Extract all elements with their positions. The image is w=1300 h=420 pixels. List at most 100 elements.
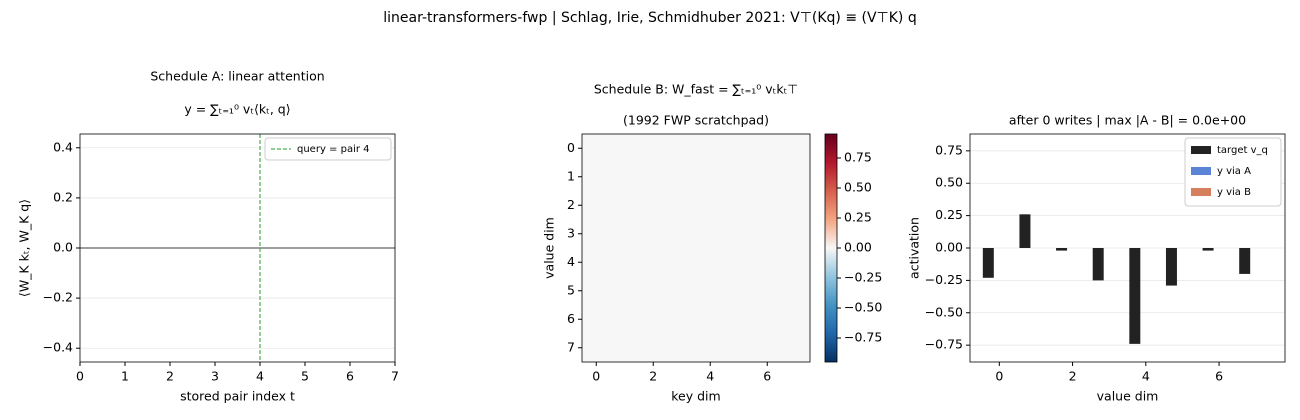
bar xyxy=(1092,248,1104,281)
heatmap-cell xyxy=(610,248,639,277)
y-tick-label: −0.50 xyxy=(925,304,963,319)
heatmap-cell xyxy=(781,219,810,248)
figure-title: linear-transformers-fwp | Schlag, Irie, … xyxy=(383,10,916,26)
x-axis-label: stored pair index t xyxy=(180,389,295,404)
heatmap-cell xyxy=(582,333,611,362)
heatmap-cell xyxy=(639,276,668,305)
x-axis-label: value dim xyxy=(1097,389,1159,404)
heatmap-cell xyxy=(724,219,753,248)
heatmap-cell xyxy=(667,219,696,248)
x-tick-label: 6 xyxy=(763,369,771,384)
x-tick-label: 2 xyxy=(166,369,174,384)
legend-label: query = pair 4 xyxy=(297,144,370,155)
x-tick-label: 2 xyxy=(1069,369,1077,384)
heatmap-cell xyxy=(639,333,668,362)
heatmap-cell xyxy=(639,134,668,163)
x-tick-label: 0 xyxy=(995,369,1003,384)
y-tick-label: 0.75 xyxy=(935,142,963,157)
y-tick-label: −0.25 xyxy=(925,272,963,287)
heatmap-cell xyxy=(724,276,753,305)
y-tick-label: 3 xyxy=(567,225,575,240)
heatmap-cell xyxy=(753,134,782,163)
colorbar-tick-label: 0.75 xyxy=(844,150,872,165)
colorbar-tick-label: 0.25 xyxy=(844,210,872,225)
y-tick-label: 5 xyxy=(567,282,575,297)
bar xyxy=(1019,214,1031,248)
heatmap-cell xyxy=(667,134,696,163)
legend-box xyxy=(264,137,392,161)
heatmap-cell xyxy=(696,191,725,220)
heatmap-cell xyxy=(781,333,810,362)
x-tick-label: 2 xyxy=(649,369,657,384)
heatmap-cell xyxy=(582,248,611,277)
heatmap-cell xyxy=(667,248,696,277)
heatmap-cell xyxy=(582,191,611,220)
heatmap-cell xyxy=(667,276,696,305)
y-tick-label: 0.25 xyxy=(935,207,963,222)
y-tick-label: 0.2 xyxy=(53,189,73,204)
colorbar-tick-label: −0.25 xyxy=(844,270,882,285)
heatmap-cell xyxy=(724,134,753,163)
x-tick-label: 4 xyxy=(1142,369,1150,384)
heatmap-cell xyxy=(781,276,810,305)
x-tick-label: 0 xyxy=(76,369,84,384)
heatmap-cell xyxy=(781,248,810,277)
legend-label: target v_q xyxy=(1217,145,1268,156)
x-tick-label: 6 xyxy=(346,369,354,384)
heatmap-cell xyxy=(724,305,753,334)
bar xyxy=(1129,248,1141,344)
y-tick-label: 1 xyxy=(567,168,575,183)
heatmap-cell xyxy=(753,162,782,191)
heatmap-cell xyxy=(610,134,639,163)
x-tick-label: 6 xyxy=(1215,369,1223,384)
legend-label: y via A xyxy=(1217,166,1251,177)
x-tick-label: 0 xyxy=(592,369,600,384)
colorbar-tick-label: −0.75 xyxy=(844,330,882,345)
heatmap-cell xyxy=(781,134,810,163)
heatmap-cell xyxy=(610,191,639,220)
x-tick-label: 4 xyxy=(256,369,264,384)
heatmap-cell xyxy=(696,305,725,334)
x-axis-label: key dim xyxy=(671,389,720,404)
heatmap-cell xyxy=(610,219,639,248)
bar xyxy=(982,248,994,278)
heatmap-cell xyxy=(753,276,782,305)
heatmap-cell xyxy=(724,191,753,220)
y-tick-label: 0.4 xyxy=(53,139,73,154)
heatmap-cell xyxy=(753,248,782,277)
heatmap-cell xyxy=(610,333,639,362)
heatmap-cell xyxy=(610,162,639,191)
heatmap-cell xyxy=(753,305,782,334)
heatmap-cell xyxy=(639,305,668,334)
y-tick-label: −0.4 xyxy=(43,340,73,355)
x-tick-label: 1 xyxy=(121,369,129,384)
bar xyxy=(1165,248,1177,286)
colorbar xyxy=(824,133,838,363)
heatmap-cell xyxy=(639,191,668,220)
y-axis-label: ⟨W_K kₜ, W_K q⟩ xyxy=(17,199,32,297)
panel-subtitle: y = ∑ₜ₌₁⁰ vₜ⟨kₜ, q⟩ xyxy=(184,102,290,117)
heatmap-cell xyxy=(696,248,725,277)
heatmap-cell xyxy=(781,305,810,334)
heatmap-cell xyxy=(582,276,611,305)
y-tick-label: −0.75 xyxy=(925,337,963,352)
heatmap-cell xyxy=(582,305,611,334)
y-tick-label: 0.50 xyxy=(935,175,963,190)
heatmap-cell xyxy=(724,162,753,191)
heatmap-cell xyxy=(582,219,611,248)
bar xyxy=(1202,248,1214,251)
heatmap-cell xyxy=(667,162,696,191)
heatmap-cell xyxy=(639,219,668,248)
heatmap-cell xyxy=(582,134,611,163)
heatmap-cell xyxy=(582,162,611,191)
x-tick-label: 5 xyxy=(301,369,309,384)
y-tick-label: 4 xyxy=(567,254,575,269)
y-axis-label: activation xyxy=(907,217,922,279)
heatmap-cell xyxy=(610,305,639,334)
heatmap-cell xyxy=(781,162,810,191)
y-tick-label: 0 xyxy=(567,140,575,155)
legend-swatch xyxy=(1191,188,1211,196)
heatmap-cell xyxy=(696,162,725,191)
x-tick-label: 4 xyxy=(706,369,714,384)
